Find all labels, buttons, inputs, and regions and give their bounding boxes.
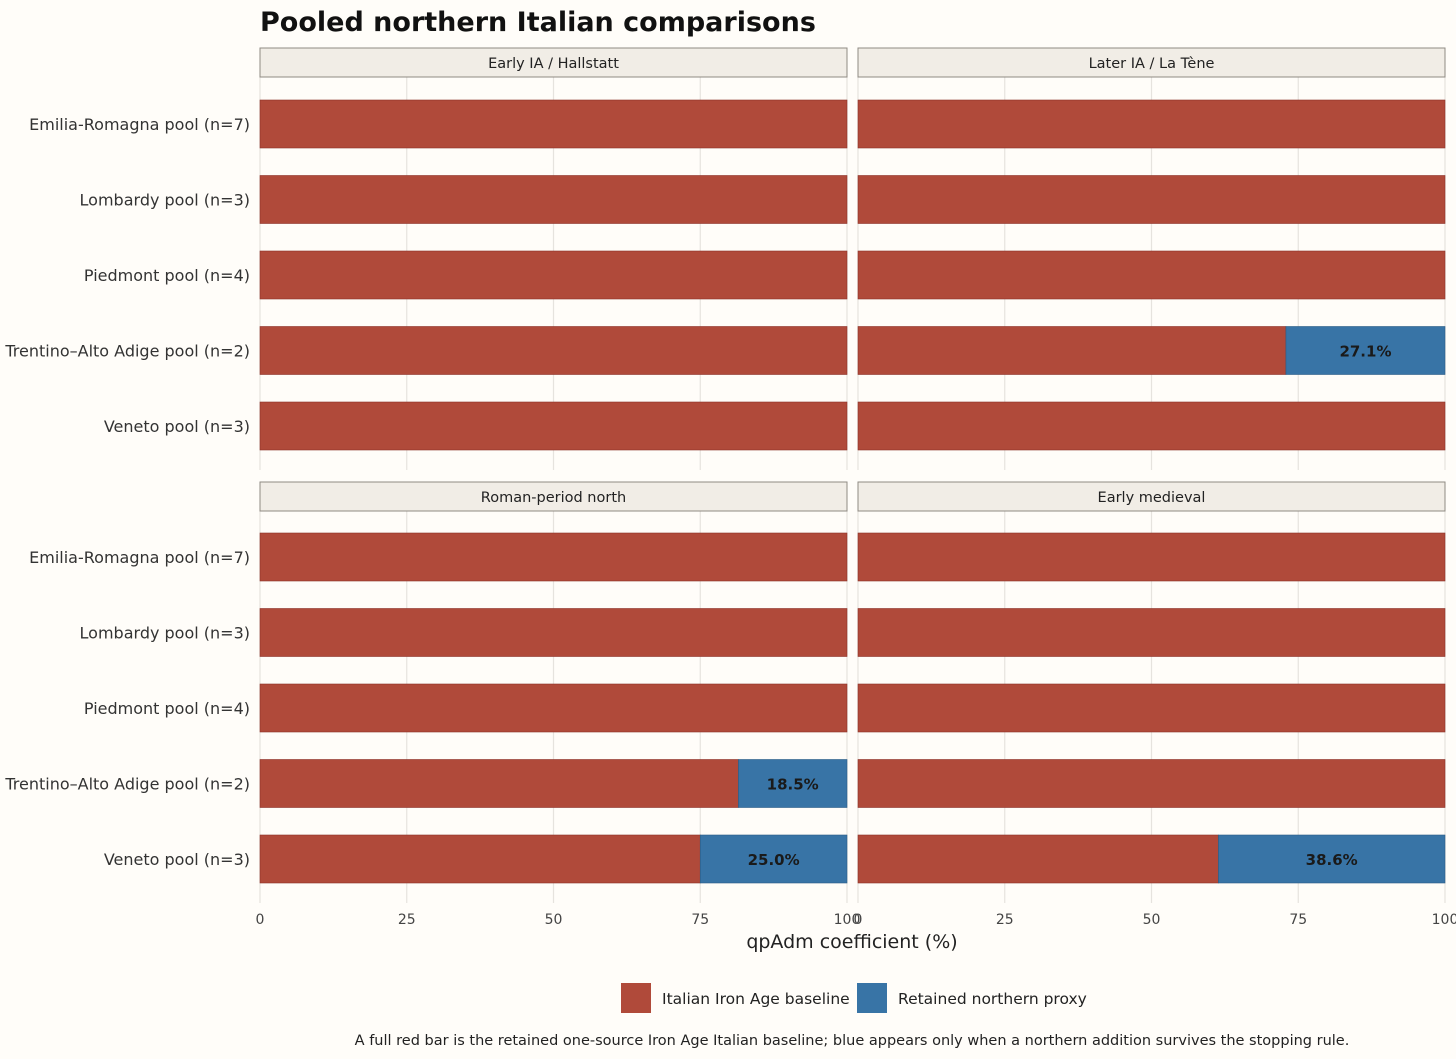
y-tick-label: Lombardy pool (n=3) [80, 191, 250, 210]
bar-baseline [857, 99, 1446, 149]
data-label: 25.0% [748, 851, 800, 869]
y-tick-label: Trentino–Alto Adige pool (n=2) [4, 775, 250, 794]
x-tick-label: 100 [1432, 912, 1456, 928]
bar-baseline [857, 683, 1446, 733]
legend-label: Retained northern proxy [898, 990, 1087, 1008]
bar-baseline [857, 175, 1446, 224]
bar-baseline [857, 532, 1446, 582]
x-tick-label: 0 [256, 912, 265, 928]
bar-baseline [857, 759, 1446, 808]
bar-baseline [259, 532, 848, 582]
bar-baseline [259, 175, 848, 224]
facet-label: Roman-period north [481, 490, 626, 506]
x-tick-label: 50 [1143, 912, 1161, 928]
y-tick-label: Trentino–Alto Adige pool (n=2) [4, 342, 250, 361]
chart-title: Pooled northern Italian comparisons [260, 7, 816, 38]
facet-panel: Roman-period north Emilia-Romagna pool (n… [4, 481, 861, 928]
facet-strip [259, 481, 848, 512]
facet-strip [259, 47, 848, 78]
bar-baseline [259, 326, 848, 375]
y-tick-label: Veneto pool (n=3) [104, 850, 250, 869]
data-label: 27.1% [1339, 343, 1391, 361]
y-tick-label: Emilia-Romagna pool (n=7) [29, 548, 250, 567]
y-tick-label: Veneto pool (n=3) [104, 417, 250, 436]
y-tick-label: Piedmont pool (n=4) [84, 266, 250, 285]
y-tick-label: Emilia-Romagna pool (n=7) [29, 115, 250, 134]
x-tick-label: 50 [545, 912, 563, 928]
bar-baseline [259, 834, 701, 884]
y-tick-label: Piedmont pool (n=4) [84, 699, 250, 718]
x-tick-label: 25 [398, 912, 416, 928]
data-label: 18.5% [767, 776, 819, 794]
x-tick-label: 75 [691, 912, 709, 928]
bar-baseline [857, 326, 1287, 375]
y-tick-label: Lombardy pool (n=3) [80, 624, 250, 643]
facet-label: Later IA / La Tène [1089, 56, 1215, 72]
data-label: 38.6% [1306, 851, 1358, 869]
x-tick-label: 100 [834, 912, 861, 928]
bar-proxy [1285, 326, 1446, 375]
bar-baseline [259, 683, 848, 733]
bar-baseline [857, 401, 1446, 451]
facet-panels: Early IA / Hallstatt Emilia-Romagna pool … [4, 47, 1456, 928]
legend-swatch [857, 983, 887, 1013]
legend-swatch [621, 983, 651, 1013]
facet-strip [857, 481, 1446, 512]
facet-panel: Early medieval 38.6% 0 25 50 75 100 [854, 481, 1456, 928]
bar-proxy [1218, 834, 1446, 884]
x-axis-title: qpAdm coefficient (%) [746, 931, 957, 953]
bar-baseline [857, 834, 1219, 884]
facet-panel: Early IA / Hallstatt Emilia-Romagna pool … [4, 47, 848, 470]
bar-baseline [259, 99, 848, 149]
caption: A full red bar is the retained one-sourc… [355, 1033, 1350, 1049]
legend: Italian Iron Age baseline Retained northe… [621, 983, 1087, 1013]
bar-baseline [259, 608, 848, 657]
x-tick-label: 75 [1289, 912, 1307, 928]
bar-proxy [699, 834, 848, 884]
facet-strip [857, 47, 1446, 78]
x-tick-label: 0 [854, 912, 863, 928]
bar-baseline [857, 250, 1446, 300]
bar-baseline [259, 401, 848, 451]
facet-label: Early IA / Hallstatt [488, 56, 619, 72]
x-tick-label: 25 [996, 912, 1014, 928]
legend-label: Italian Iron Age baseline [662, 990, 850, 1008]
bar-proxy [738, 759, 848, 808]
facet-label: Early medieval [1098, 490, 1206, 506]
facet-panel: Later IA / La Tène 27.1% [857, 47, 1446, 470]
bar-baseline [259, 759, 739, 808]
bar-baseline [259, 250, 848, 300]
bar-baseline [857, 608, 1446, 657]
